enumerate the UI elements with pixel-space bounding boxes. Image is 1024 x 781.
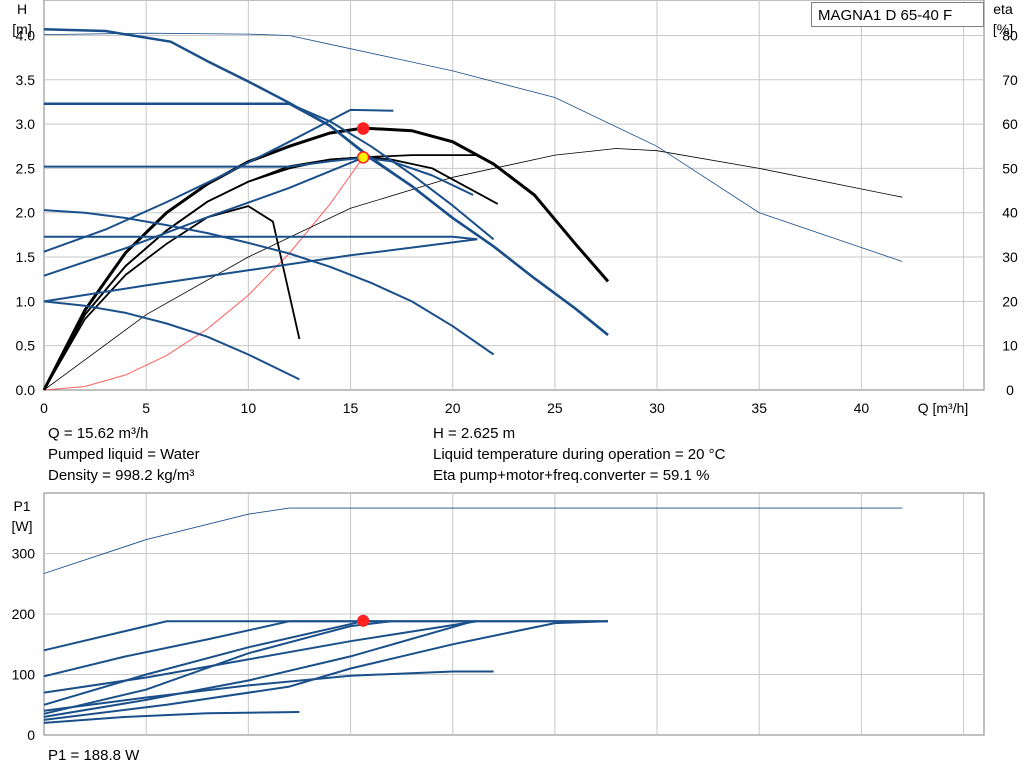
x-tick-label: 10 <box>241 400 257 416</box>
power-duty-point <box>357 614 370 627</box>
y2-tick-label: 10 <box>1002 338 1018 354</box>
eta-curve <box>42 126 610 391</box>
model-label: MAGNA1 D 65-40 F <box>811 2 984 27</box>
info-head: H = 2.625 m <box>433 425 516 442</box>
power-curve <box>43 620 609 721</box>
x-tick-label: 20 <box>445 400 461 416</box>
y2-axis-label: eta <box>993 1 1013 17</box>
system-curve <box>43 157 364 391</box>
p1-axis-unit: [W] <box>12 518 33 534</box>
p1-y-tick-label: 200 <box>12 606 36 622</box>
duty-point <box>356 122 370 135</box>
y2-tick-label: 30 <box>1002 249 1018 265</box>
x-tick-label: 35 <box>751 400 767 416</box>
y2-tick-label: 0 <box>1006 382 1014 398</box>
y-tick-label: 3.0 <box>16 116 36 132</box>
y-tick-label: 0.0 <box>16 382 36 398</box>
p1-axis-label: P1 <box>13 498 30 514</box>
y2-tick-label: 50 <box>1002 160 1018 176</box>
x-tick-label: 5 <box>142 400 150 416</box>
info-liquid: Pumped liquid = Water <box>48 446 200 463</box>
y2-tick-label: 70 <box>1002 72 1018 88</box>
head-curve <box>43 238 478 303</box>
y2-axis-unit: [%] <box>993 21 1013 37</box>
power-curve <box>43 711 300 724</box>
power-curve <box>43 620 478 694</box>
eta-curve <box>43 148 903 391</box>
y-axis-label: H <box>17 1 27 17</box>
y-axis-unit: [m] <box>12 21 31 37</box>
info-flow: Q = 15.62 m³/h <box>48 425 149 442</box>
y-tick-label: 2.5 <box>16 160 36 176</box>
eta-curve <box>43 32 903 262</box>
info-temperature: Liquid temperature during operation = 20… <box>433 446 726 463</box>
y2-tick-label: 60 <box>1002 116 1018 132</box>
y-tick-label: 2.0 <box>16 205 36 221</box>
power-curve <box>43 507 903 574</box>
y-tick-label: 1.5 <box>16 249 36 265</box>
duty-point <box>356 151 370 164</box>
p1-y-tick-label: 0 <box>27 727 35 743</box>
y-tick-label: 0.5 <box>16 338 36 354</box>
info-power: P1 = 188.8 W <box>48 747 140 764</box>
x-tick-label: 30 <box>649 400 665 416</box>
head-curve <box>43 209 495 356</box>
x-tick-label: 25 <box>547 400 563 416</box>
p1-y-tick-label: 100 <box>12 667 36 683</box>
head-curve <box>43 108 394 253</box>
power-curve <box>43 670 494 712</box>
head-frame <box>43 0 985 391</box>
eta-curve <box>43 205 301 391</box>
info-density: Density = 998.2 kg/m³ <box>48 467 195 484</box>
power-curve <box>43 620 474 718</box>
y2-tick-label: 20 <box>1002 293 1018 309</box>
y-tick-label: 4.0 <box>16 27 36 43</box>
head-curve <box>43 28 609 336</box>
y2-tick-label: 80 <box>1002 27 1018 43</box>
x-tick-label: 0 <box>40 400 48 416</box>
eta-curve <box>43 154 478 391</box>
power-curve <box>43 620 364 706</box>
head-curve <box>44 235 478 241</box>
x-axis-label: Q [m³/h] <box>918 400 969 416</box>
x-tick-label: 15 <box>343 400 359 416</box>
x-tick-label: 40 <box>854 400 870 416</box>
head-curve <box>43 156 364 277</box>
head-curve <box>43 300 300 381</box>
y-tick-label: 3.5 <box>16 72 36 88</box>
y-tick-label: 1.0 <box>16 293 36 309</box>
p1-y-tick-label: 300 <box>12 546 36 562</box>
info-efficiency: Eta pump+motor+freq.converter = 59.1 % <box>433 467 710 484</box>
y2-tick-label: 40 <box>1002 205 1018 221</box>
